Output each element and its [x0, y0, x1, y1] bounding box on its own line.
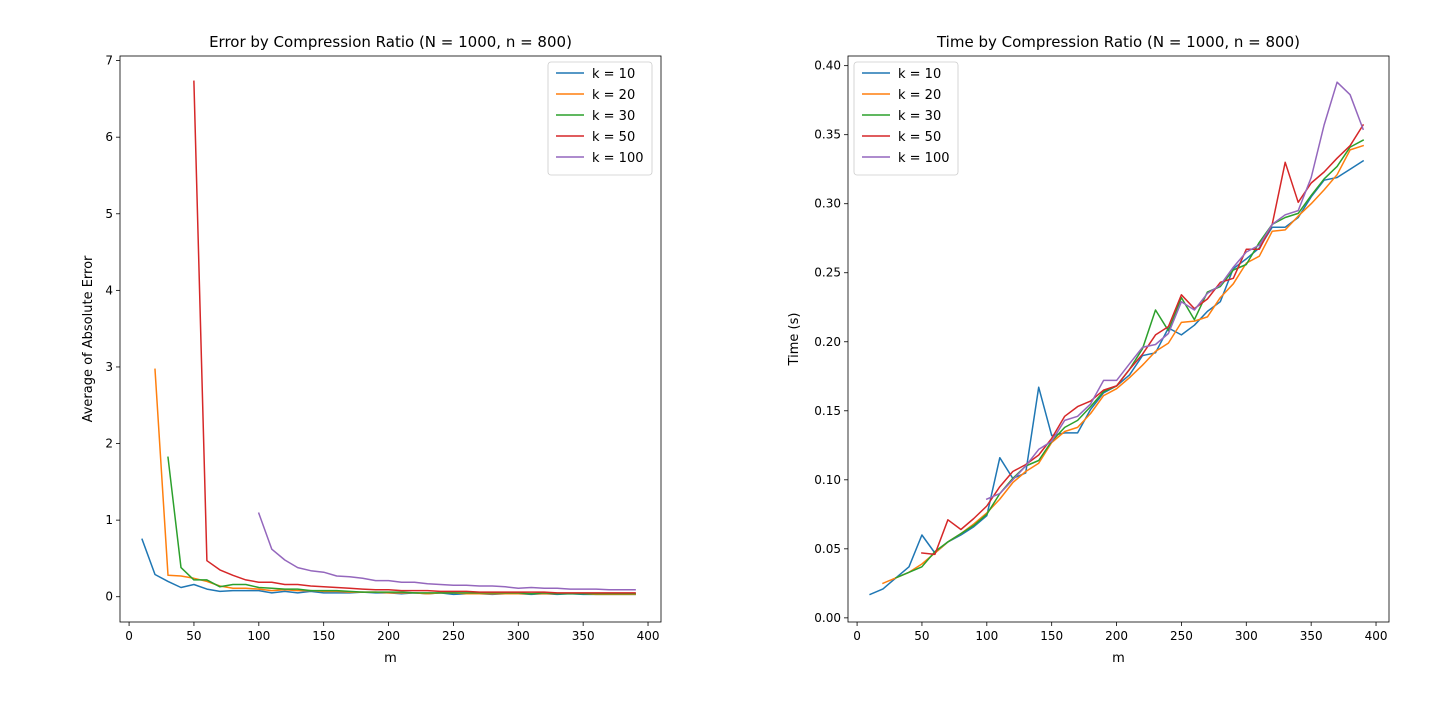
- time-chart-xtick-label: 300: [1235, 629, 1258, 643]
- error-chart-ylabel: Average of Absolute Error: [81, 255, 96, 422]
- error-chart-xtick-label: 400: [637, 629, 660, 643]
- time-chart-legend-label-2: k = 20: [898, 88, 941, 103]
- error-chart-series-group: [141, 80, 636, 596]
- error-chart: Error by Compression Ratio (N = 1000, n …: [81, 33, 662, 666]
- time-chart-ytick-label: 0.40: [814, 59, 841, 73]
- time-chart-legend-label-5: k = 100: [898, 151, 950, 166]
- time-chart-ylabel: Time (s): [787, 313, 802, 367]
- time-chart-series-line-5: [985, 81, 1365, 501]
- time-chart-legend-label-1: k = 10: [898, 67, 941, 82]
- error-chart-xtick-label: 150: [312, 629, 335, 643]
- error-chart-ytick-label: 6: [105, 130, 113, 144]
- error-chart-title: Error by Compression Ratio (N = 1000, n …: [209, 33, 572, 51]
- error-chart-series-line-5: [257, 512, 636, 591]
- time-chart-xtick-label: 200: [1105, 629, 1128, 643]
- time-chart-xtick-label: 0: [853, 629, 861, 643]
- error-chart-legend-label-2: k = 20: [592, 88, 635, 103]
- time-chart-ytick-label: 0.30: [814, 197, 841, 211]
- error-chart-ytick-label: 2: [105, 437, 113, 451]
- time-chart-xlabel: m: [1112, 651, 1125, 666]
- time-chart-plot-frame: [847, 55, 1390, 623]
- time-chart-legend-label-3: k = 30: [898, 109, 941, 124]
- time-chart: Time by Compression Ratio (N = 1000, n =…: [787, 33, 1390, 666]
- error-chart-xtick-label: 200: [377, 629, 400, 643]
- error-chart-ytick-label: 5: [105, 207, 113, 221]
- time-chart-xtick-label: 150: [1040, 629, 1063, 643]
- error-chart-series-line-4: [193, 80, 636, 594]
- time-chart-legend: k = 10 k = 20 k = 30 k = 50 k = 100: [853, 61, 959, 176]
- time-chart-ytick-label: 0.05: [814, 542, 841, 556]
- error-chart-xtick-label: 350: [572, 629, 595, 643]
- time-chart-series-group: [869, 81, 1365, 596]
- time-chart-legend-label-4: k = 50: [898, 130, 941, 145]
- time-chart-ytick-label: 0.35: [814, 128, 841, 142]
- time-chart-ytick-label: 0.00: [814, 611, 841, 625]
- time-chart-xtick-label: 250: [1170, 629, 1193, 643]
- time-chart-ytick-label: 0.10: [814, 473, 841, 487]
- error-chart-ytick-label: 4: [105, 283, 113, 297]
- time-chart-title: Time by Compression Ratio (N = 1000, n =…: [936, 33, 1300, 51]
- time-chart-ytick-label: 0.20: [814, 335, 841, 349]
- time-chart-xtick-label: 50: [914, 629, 929, 643]
- time-chart-ytick-label: 0.15: [814, 404, 841, 418]
- error-chart-xtick-label: 300: [507, 629, 530, 643]
- error-chart-xtick-label: 50: [186, 629, 201, 643]
- time-chart-xtick-label: 400: [1365, 629, 1388, 643]
- error-chart-legend-box: [547, 61, 653, 176]
- time-chart-legend-box: [853, 61, 959, 176]
- error-chart-plot-frame: [119, 55, 662, 623]
- error-chart-xtick-label: 0: [125, 629, 133, 643]
- error-chart-legend: k = 10 k = 20 k = 30 k = 50 k = 100: [547, 61, 653, 176]
- time-chart-xtick-label: 100: [975, 629, 998, 643]
- error-chart-xtick-label: 100: [247, 629, 270, 643]
- error-chart-ytick-label: 0: [105, 590, 113, 604]
- error-chart-xtick-label: 250: [442, 629, 465, 643]
- error-chart-ytick-label: 7: [105, 54, 113, 68]
- error-chart-ytick-label: 3: [105, 360, 113, 374]
- time-chart-ytick-label: 0.25: [814, 266, 841, 280]
- error-chart-legend-label-5: k = 100: [592, 151, 644, 166]
- error-chart-ytick-label: 1: [105, 513, 113, 527]
- time-chart-series-line-4: [921, 123, 1365, 556]
- error-chart-xlabel: m: [384, 651, 397, 666]
- error-chart-series-line-3: [167, 456, 636, 595]
- error-chart-legend-label-3: k = 30: [592, 109, 635, 124]
- error-chart-legend-label-4: k = 50: [592, 130, 635, 145]
- time-chart-xtick-label: 350: [1300, 629, 1323, 643]
- error-chart-legend-label-1: k = 10: [592, 67, 635, 82]
